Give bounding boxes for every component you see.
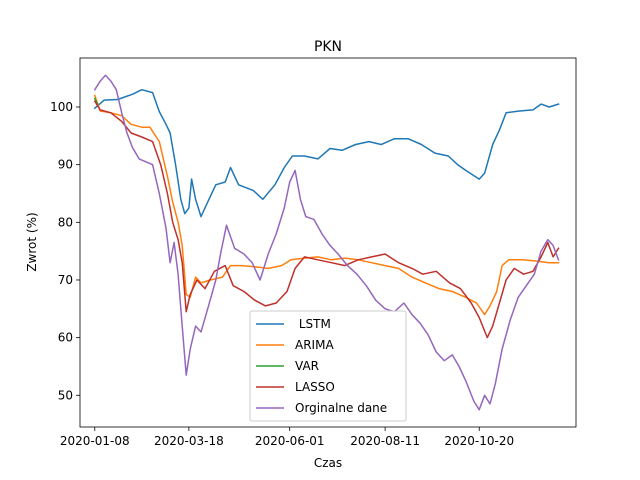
legend-label: LASSO bbox=[295, 380, 335, 394]
legend-label: VAR bbox=[295, 359, 319, 373]
legend-box bbox=[249, 310, 407, 422]
series-layer bbox=[93, 74, 560, 411]
y-axis-title: Zwrot (%) bbox=[25, 212, 39, 271]
y-tick-label: 90 bbox=[58, 158, 73, 172]
x-tick-label: 2020-01-08 bbox=[60, 434, 130, 448]
series-line-5 bbox=[93, 74, 560, 411]
series-line-1 bbox=[93, 88, 560, 218]
x-axis-title: Czas bbox=[314, 456, 342, 470]
y-tick-label: 50 bbox=[58, 388, 73, 402]
y-tick-label: 70 bbox=[58, 273, 73, 287]
x-axis: 2020-01-08 2020-03-18 2020-06-01 2020-08-11… bbox=[60, 427, 514, 448]
x-tick-label: 2020-08-11 bbox=[350, 434, 420, 448]
y-tick-label: 80 bbox=[58, 215, 73, 229]
x-tick-label: 2020-06-01 bbox=[255, 434, 325, 448]
y-tick-label: 60 bbox=[58, 331, 73, 345]
series-line-4 bbox=[93, 100, 560, 339]
legend-label: ARIMA bbox=[295, 338, 334, 352]
legend: LSTM ARIMA VAR LASSO Orginalne dane bbox=[249, 310, 407, 422]
legend-label: LSTM bbox=[295, 317, 331, 331]
plot-frame bbox=[79, 57, 577, 428]
y-axis: 50 60 70 80 90 100 bbox=[50, 100, 80, 402]
chart-title: PKN bbox=[314, 39, 342, 55]
y-tick-label: 100 bbox=[50, 100, 73, 114]
x-tick-label: 2020-10-20 bbox=[444, 434, 514, 448]
legend-label: Orginalne dane bbox=[295, 401, 387, 415]
x-tick-label: 2020-03-18 bbox=[154, 434, 224, 448]
series-line-2 bbox=[93, 94, 560, 316]
series-line-3 bbox=[93, 97, 99, 106]
